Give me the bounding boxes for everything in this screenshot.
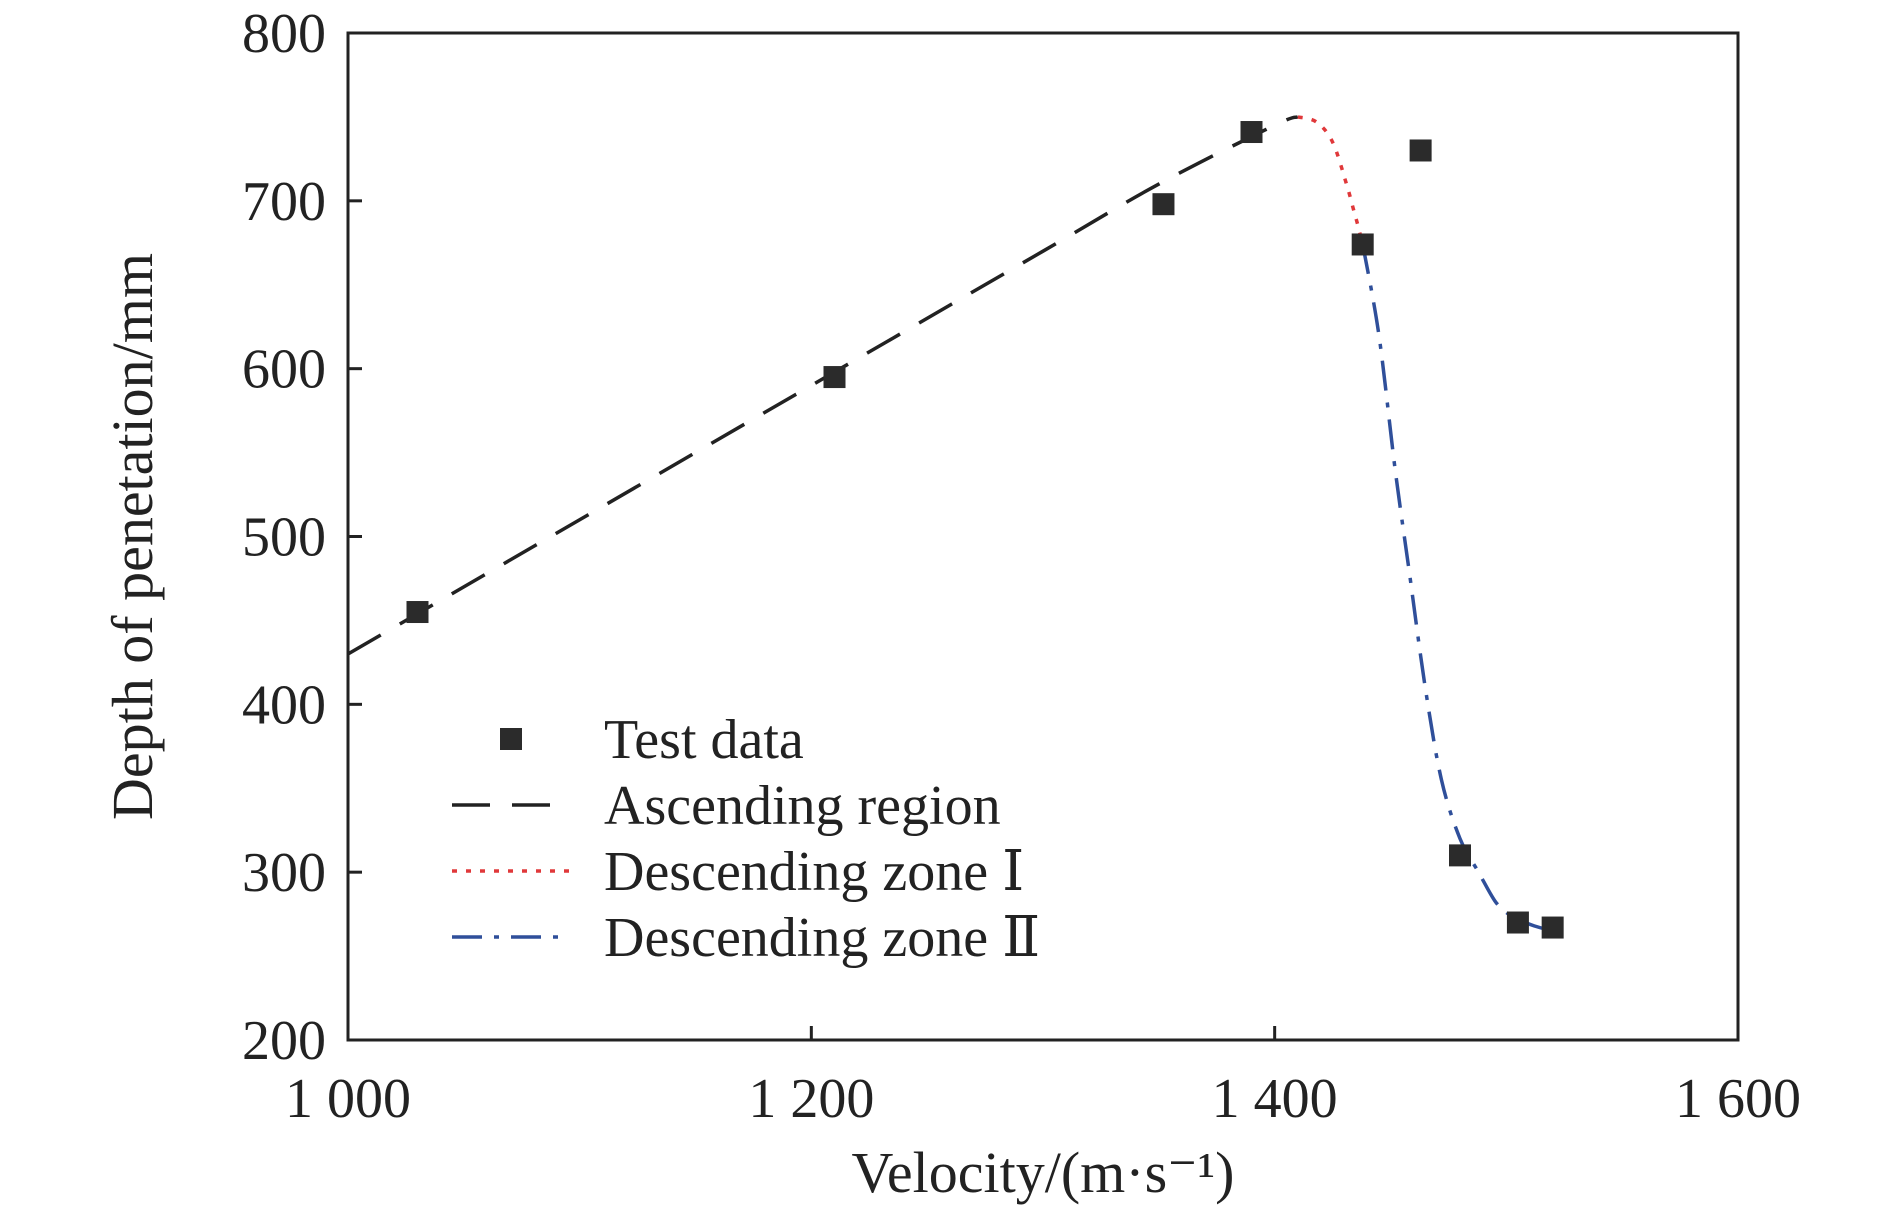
legend-marker-test-data (500, 728, 522, 750)
x-tick-label: 1 200 (748, 1068, 874, 1130)
axes: 1 000 1 200 1 400 1 600 200 300 400 500 600 700 80… (100, 3, 1801, 1205)
series-line (347, 115, 1299, 656)
legend-label: Descending zone Ⅱ (604, 907, 1040, 969)
data-point (1409, 139, 1432, 162)
series-line (1360, 244, 1554, 933)
plot-frame (346, 31, 1740, 1042)
data-point (1449, 844, 1471, 867)
x-tick-label: 1 400 (1212, 1068, 1338, 1130)
y-tick-label: 200 (242, 1010, 326, 1072)
legend-label: Test data (604, 709, 804, 771)
y-tick-label: 300 (242, 842, 326, 904)
series-markers (406, 121, 1564, 939)
legend-label: Ascending region (604, 775, 1001, 837)
data-point (1240, 121, 1263, 144)
y-tick-label: 600 (242, 339, 326, 401)
data-point (823, 366, 846, 389)
series-lines (347, 115, 1554, 933)
x-tick-label: 1 000 (285, 1068, 411, 1130)
y-tick-label: 400 (242, 674, 326, 736)
data-point (1506, 911, 1529, 934)
y-tick-label: 700 (242, 171, 326, 233)
y-axis-title: Depth of penetation/mm (100, 253, 165, 820)
legend-label: Descending zone Ⅰ (604, 841, 1024, 903)
x-axis-title: Velocity/(m·s⁻¹) (851, 1140, 1234, 1205)
data-point (406, 601, 429, 624)
data-point (1541, 916, 1564, 939)
y-tick-label: 800 (242, 3, 326, 65)
y-tick-label: 500 (242, 507, 326, 569)
data-point (1152, 193, 1175, 216)
x-tick-label: 1 600 (1675, 1068, 1801, 1130)
data-point (1351, 233, 1374, 256)
series-line (1297, 115, 1365, 245)
